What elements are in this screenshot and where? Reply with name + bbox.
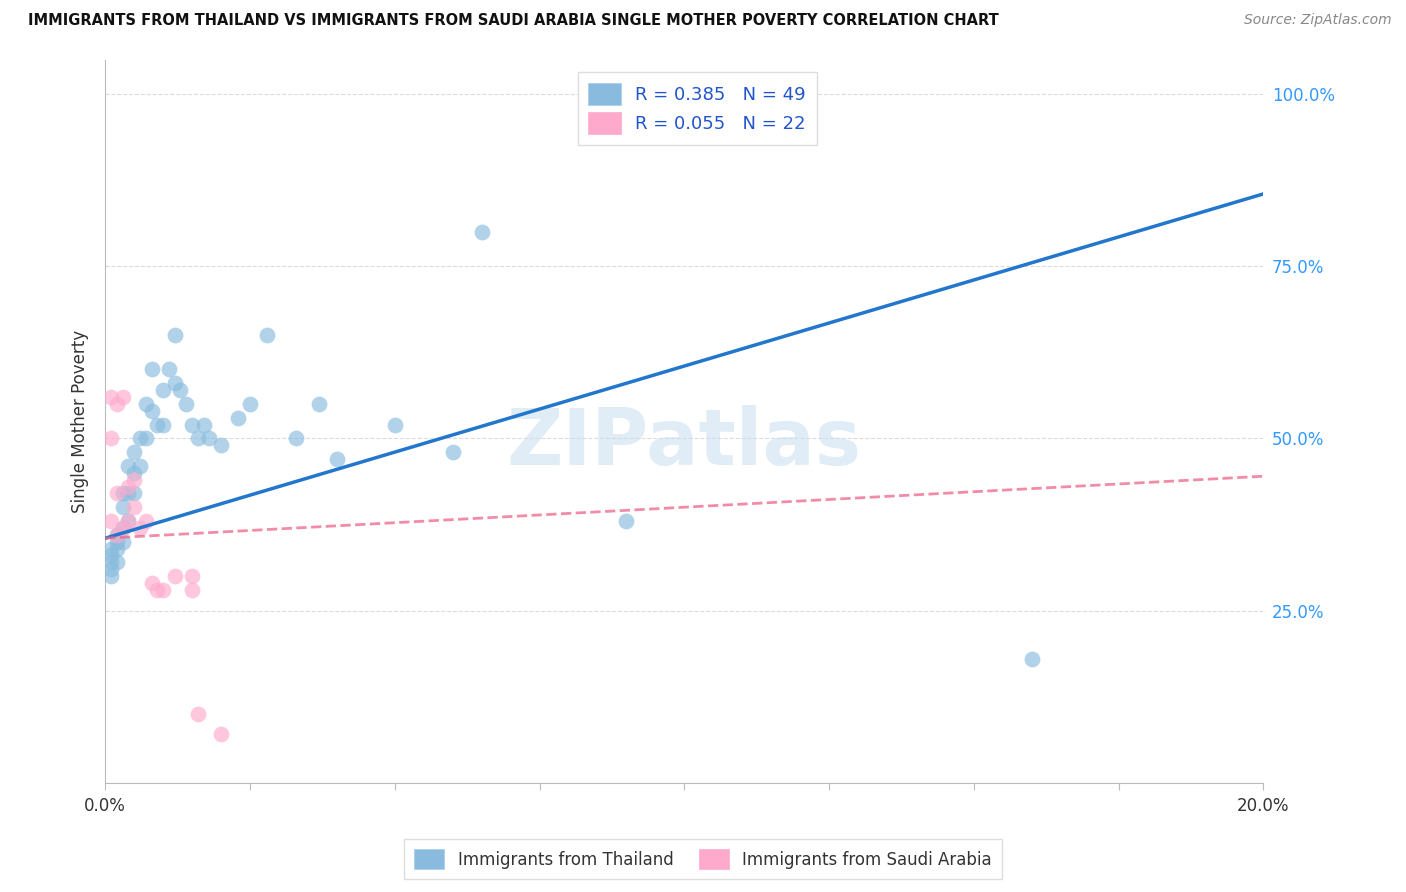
Point bbox=[111, 521, 134, 535]
Point bbox=[441, 445, 464, 459]
Point bbox=[117, 458, 139, 473]
Legend: R = 0.385   N = 49, R = 0.055   N = 22: R = 0.385 N = 49, R = 0.055 N = 22 bbox=[578, 72, 817, 145]
Text: IMMIGRANTS FROM THAILAND VS IMMIGRANTS FROM SAUDI ARABIA SINGLE MOTHER POVERTY C: IMMIGRANTS FROM THAILAND VS IMMIGRANTS F… bbox=[28, 13, 998, 29]
Point bbox=[141, 404, 163, 418]
Point bbox=[117, 479, 139, 493]
Point bbox=[100, 569, 122, 583]
Point bbox=[105, 528, 128, 542]
Point bbox=[117, 514, 139, 528]
Point bbox=[152, 383, 174, 397]
Point bbox=[187, 706, 209, 721]
Point bbox=[100, 562, 122, 576]
Legend: Immigrants from Thailand, Immigrants from Saudi Arabia: Immigrants from Thailand, Immigrants fro… bbox=[405, 838, 1001, 880]
Point bbox=[100, 431, 122, 445]
Point bbox=[384, 417, 406, 432]
Point bbox=[326, 452, 349, 467]
Point bbox=[122, 486, 145, 500]
Point bbox=[181, 569, 204, 583]
Point bbox=[100, 555, 122, 569]
Point bbox=[105, 555, 128, 569]
Point bbox=[1021, 651, 1043, 665]
Point bbox=[169, 383, 191, 397]
Point bbox=[152, 582, 174, 597]
Point bbox=[105, 528, 128, 542]
Point bbox=[135, 431, 157, 445]
Point bbox=[105, 534, 128, 549]
Point bbox=[135, 397, 157, 411]
Point bbox=[198, 431, 221, 445]
Point bbox=[228, 410, 250, 425]
Point bbox=[146, 417, 169, 432]
Point bbox=[100, 549, 122, 563]
Point bbox=[239, 397, 262, 411]
Point bbox=[157, 362, 180, 376]
Point bbox=[122, 473, 145, 487]
Point bbox=[122, 500, 145, 515]
Point bbox=[100, 514, 122, 528]
Point bbox=[193, 417, 215, 432]
Point bbox=[209, 438, 232, 452]
Point bbox=[100, 390, 122, 404]
Point bbox=[117, 486, 139, 500]
Text: ZIPatlas: ZIPatlas bbox=[506, 405, 862, 481]
Point bbox=[163, 328, 186, 343]
Point bbox=[111, 521, 134, 535]
Point bbox=[129, 458, 152, 473]
Point bbox=[174, 397, 197, 411]
Point bbox=[163, 376, 186, 391]
Point bbox=[163, 569, 186, 583]
Point bbox=[308, 397, 330, 411]
Point bbox=[141, 576, 163, 591]
Point bbox=[181, 417, 204, 432]
Point bbox=[256, 328, 278, 343]
Point bbox=[111, 486, 134, 500]
Point bbox=[129, 431, 152, 445]
Point bbox=[105, 541, 128, 556]
Point bbox=[111, 500, 134, 515]
Point bbox=[105, 486, 128, 500]
Point bbox=[146, 582, 169, 597]
Point bbox=[122, 445, 145, 459]
Point bbox=[141, 362, 163, 376]
Point bbox=[117, 514, 139, 528]
Point bbox=[129, 521, 152, 535]
Point bbox=[152, 417, 174, 432]
Point bbox=[105, 397, 128, 411]
Point bbox=[616, 514, 638, 528]
Point bbox=[122, 466, 145, 480]
Point bbox=[100, 541, 122, 556]
Y-axis label: Single Mother Poverty: Single Mother Poverty bbox=[72, 329, 89, 513]
Point bbox=[111, 534, 134, 549]
Point bbox=[209, 727, 232, 741]
Point bbox=[181, 582, 204, 597]
Point bbox=[471, 225, 494, 239]
Point bbox=[135, 514, 157, 528]
Text: Source: ZipAtlas.com: Source: ZipAtlas.com bbox=[1244, 13, 1392, 28]
Point bbox=[285, 431, 308, 445]
Point bbox=[111, 390, 134, 404]
Point bbox=[187, 431, 209, 445]
